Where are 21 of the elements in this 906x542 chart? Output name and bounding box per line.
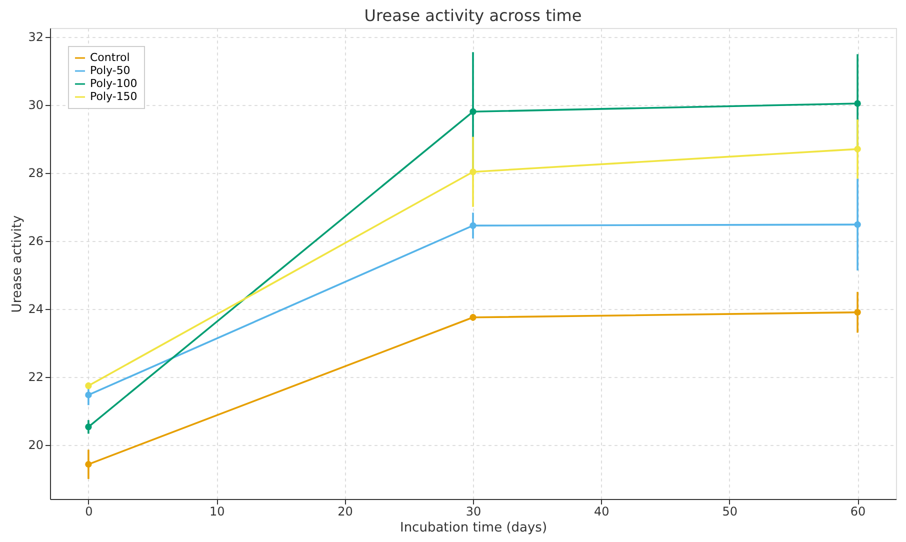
- y-tick-label: 32: [28, 30, 44, 44]
- x-tick-label: 0: [85, 504, 93, 518]
- x-axis-title: Incubation time (days): [400, 520, 548, 536]
- y-tick-label: 20: [28, 438, 44, 452]
- x-tick-label: 20: [338, 504, 353, 518]
- y-tick-label: 30: [28, 98, 44, 112]
- legend-label: Poly-150: [90, 90, 138, 103]
- x-tick-label: 50: [722, 504, 738, 518]
- x-tick-label: 10: [209, 504, 225, 518]
- y-axis-title: Urease activity: [10, 215, 26, 313]
- y-tick-label: 26: [28, 234, 44, 248]
- y-tick-label: 24: [28, 302, 44, 316]
- chart-title: Urease activity across time: [364, 6, 582, 25]
- y-tick-label: 28: [28, 166, 44, 180]
- legend-label: Control: [90, 51, 130, 64]
- x-tick-label: 60: [850, 504, 866, 518]
- x-tick-label: 30: [466, 504, 482, 518]
- legend-label: Poly-50: [90, 64, 130, 77]
- legend-label: Poly-100: [90, 77, 138, 90]
- x-tick-label: 40: [594, 504, 610, 518]
- y-tick-label: 22: [28, 370, 44, 384]
